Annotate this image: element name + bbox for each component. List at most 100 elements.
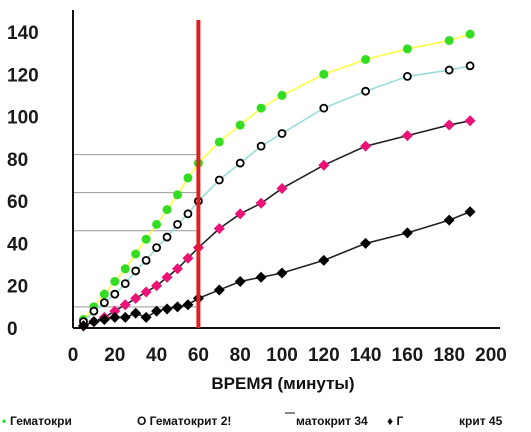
data-point	[213, 223, 225, 235]
x-tick-label: 200	[475, 345, 507, 366]
data-point	[152, 243, 162, 253]
y-tick-label: 80	[7, 150, 28, 171]
data-point	[360, 140, 372, 152]
data-point	[214, 137, 224, 147]
data-point	[360, 237, 372, 249]
data-point	[120, 264, 130, 274]
data-point	[182, 299, 194, 311]
data-point	[465, 29, 475, 39]
data-point	[319, 103, 329, 113]
data-point	[444, 65, 454, 75]
data-point	[464, 206, 476, 218]
data-point	[120, 279, 130, 289]
data-point	[183, 209, 193, 219]
y-tick-label: 60	[7, 192, 28, 213]
x-tick-label: 160	[392, 345, 424, 366]
data-point	[161, 271, 173, 283]
data-point	[402, 72, 412, 81]
x-tick-label: 40	[146, 345, 167, 366]
series-diamond-pink	[77, 115, 476, 332]
data-point	[173, 219, 182, 229]
data-point	[140, 286, 152, 298]
series-diamond-black	[77, 206, 476, 332]
hematocrit-chart: 0 20 40 60 80 100 120 140 0 20 40 60 80 100 120 140 160…	[7, 10, 507, 393]
data-point	[110, 289, 120, 299]
data-point	[235, 120, 245, 130]
data-point	[131, 249, 141, 259]
y-tick-label: 120	[7, 65, 39, 86]
y-tick-label: 140	[7, 23, 39, 44]
series-line	[82, 33, 471, 321]
series-line	[82, 65, 471, 323]
series-line	[83, 120, 471, 327]
x-tick-labels: 0 20 40 60 80 100 120 140 160 180 200	[68, 345, 507, 366]
data-point	[234, 208, 246, 220]
data-point	[444, 35, 454, 45]
data-point	[141, 255, 151, 265]
data-point	[141, 234, 151, 244]
data-point	[401, 227, 413, 239]
data-point	[152, 219, 162, 229]
data-point	[151, 280, 163, 292]
data-point	[361, 54, 371, 64]
x-tick-label: 20	[104, 345, 125, 366]
data-point	[88, 316, 100, 328]
y-tick-label: 100	[7, 108, 39, 129]
y-tick-label: 0	[7, 319, 18, 340]
data-point	[140, 311, 152, 323]
data-point	[172, 263, 183, 275]
y-tick-label: 20	[7, 277, 28, 298]
data-point	[99, 298, 109, 308]
x-tick-label: 80	[230, 345, 251, 366]
data-point	[130, 307, 142, 319]
reference-lines	[73, 154, 199, 308]
y-tick-labels: 0 20 40 60 80 100 120 140	[7, 23, 39, 340]
series-dot-green	[78, 29, 475, 325]
data-point	[401, 130, 413, 142]
data-point	[255, 197, 267, 209]
data-point	[443, 214, 455, 226]
data-point	[119, 311, 131, 323]
data-point	[162, 205, 172, 215]
data-point	[277, 129, 287, 138]
data-point	[235, 158, 245, 168]
x-tick-label: 60	[188, 345, 209, 366]
data-point	[182, 252, 194, 264]
x-tick-label: 0	[68, 345, 79, 366]
data-point	[276, 267, 288, 279]
data-point	[213, 284, 225, 296]
data-point	[465, 61, 475, 71]
x-tick-label: 100	[266, 345, 298, 366]
data-point	[183, 173, 193, 183]
data-point	[98, 314, 110, 326]
legend-label-3: матокрит 34	[296, 414, 368, 428]
data-point	[464, 115, 476, 127]
data-point	[161, 303, 173, 315]
data-point	[173, 190, 182, 200]
data-point	[77, 320, 89, 332]
data-point	[256, 141, 266, 151]
legend-label-1: Гематокри	[10, 414, 72, 428]
series-group	[77, 29, 476, 332]
legend-dash	[285, 412, 295, 414]
data-point	[110, 276, 120, 286]
data-point	[109, 311, 121, 323]
data-point	[89, 306, 99, 316]
data-point	[162, 232, 172, 242]
data-point	[276, 182, 288, 194]
data-point	[277, 90, 287, 100]
legend-marker-green-dot: •	[2, 414, 7, 428]
data-point	[151, 305, 163, 317]
data-point	[318, 254, 330, 266]
data-point	[256, 103, 266, 113]
series-open-circle	[79, 61, 475, 327]
data-point	[443, 119, 455, 131]
x-tick-label: 120	[308, 345, 340, 366]
series-line	[83, 210, 471, 327]
data-point	[109, 305, 121, 317]
data-point	[214, 175, 224, 185]
data-point	[402, 44, 412, 54]
data-point	[318, 159, 330, 171]
x-tick-label: 140	[350, 345, 382, 366]
legend-label-2: О Гематокрит 2!	[137, 414, 232, 428]
